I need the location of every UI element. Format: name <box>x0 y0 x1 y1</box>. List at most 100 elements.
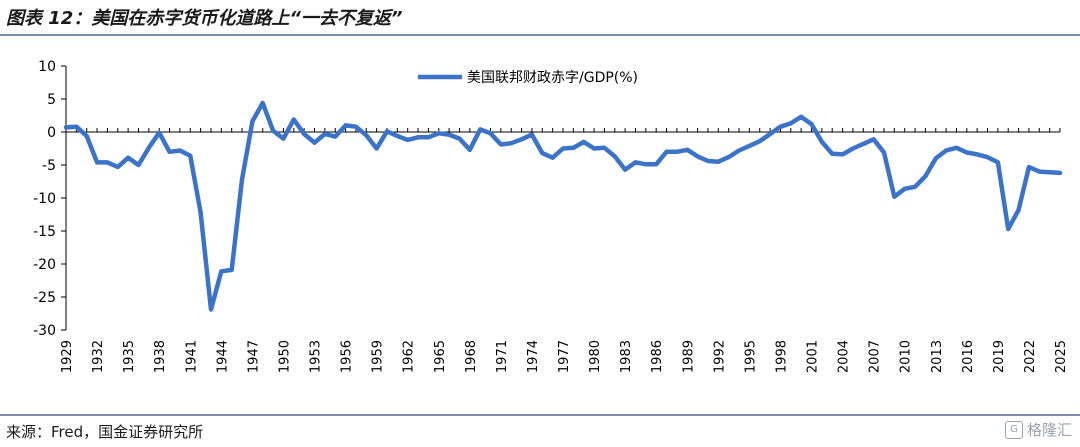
data-point <box>841 152 845 156</box>
data-point <box>116 165 120 169</box>
data-point <box>758 139 762 143</box>
data-point <box>271 129 275 133</box>
y-tick-label: 0 <box>47 125 56 141</box>
data-point <box>1017 208 1021 212</box>
data-point <box>727 155 731 159</box>
data-point <box>385 129 389 133</box>
y-tick-label: -10 <box>33 191 56 207</box>
x-tick-label: 1941 <box>184 340 199 373</box>
x-tick-label: 2013 <box>930 340 945 373</box>
data-point <box>944 149 948 152</box>
data-point <box>747 144 751 148</box>
data-point <box>281 137 285 141</box>
x-tick-label: 1995 <box>743 340 758 373</box>
data-point <box>157 131 161 135</box>
data-point <box>923 174 927 178</box>
x-tick-label: 2025 <box>1054 340 1069 373</box>
data-point <box>592 147 596 150</box>
x-tick-label: 1935 <box>122 340 137 373</box>
x-tick-label: 2019 <box>992 340 1007 373</box>
data-point <box>778 125 782 129</box>
y-tick-label: -25 <box>33 290 56 306</box>
data-point <box>1006 227 1010 231</box>
title-divider <box>0 34 1080 36</box>
data-point <box>830 152 834 156</box>
gelonghui-logo-icon: G <box>1004 420 1023 439</box>
data-point <box>903 187 907 191</box>
data-point <box>323 132 327 136</box>
data-point <box>64 125 68 129</box>
watermark-text: 格隆汇 <box>1026 421 1072 439</box>
data-point <box>530 133 534 137</box>
x-tick-label: 1980 <box>588 340 603 373</box>
x-tick-label: 1974 <box>526 340 541 373</box>
x-tick-label: 1977 <box>557 340 572 373</box>
data-point <box>955 146 958 150</box>
data-point <box>934 156 938 160</box>
data-point <box>478 127 482 131</box>
data-point <box>1037 170 1041 174</box>
data-point <box>520 137 524 141</box>
x-tick-label: 1929 <box>60 340 75 373</box>
data-point <box>716 160 720 164</box>
legend-label: 美国联邦财政赤字/GDP(%) <box>467 70 638 86</box>
watermark: G 格隆汇 <box>1004 419 1072 440</box>
data-point <box>644 162 648 166</box>
data-point <box>602 146 606 150</box>
x-tick-label: 1932 <box>91 340 106 373</box>
x-tick-label: 2007 <box>868 340 883 373</box>
data-point <box>126 156 130 160</box>
data-point <box>1058 171 1062 175</box>
data-point <box>219 269 223 273</box>
data-point <box>861 142 865 146</box>
data-point <box>74 125 78 129</box>
x-tick-label: 1971 <box>495 340 510 373</box>
data-point <box>789 121 793 125</box>
x-tick-label: 1956 <box>340 340 355 373</box>
data-point <box>768 132 772 136</box>
data-point <box>892 195 896 199</box>
data-point <box>188 154 192 158</box>
data-point <box>634 160 637 164</box>
data-point <box>95 160 99 164</box>
data-point <box>965 151 969 154</box>
x-tick-label: 1953 <box>309 340 324 373</box>
footer-divider <box>0 414 1080 416</box>
data-point <box>426 135 430 139</box>
x-tick-label: 1962 <box>402 340 417 373</box>
x-tick-label: 1950 <box>277 340 292 373</box>
data-point <box>416 135 420 139</box>
data-point <box>613 154 617 158</box>
data-point <box>333 135 337 139</box>
x-tick-label: 1947 <box>246 340 261 373</box>
data-point <box>571 146 575 150</box>
data-point <box>230 268 234 272</box>
x-tick-label: 1998 <box>774 340 789 373</box>
x-tick-label: 1992 <box>712 340 727 373</box>
x-tick-label: 1983 <box>619 340 634 373</box>
y-axis: 10 5 0 -5 -10 -15 -20 -25 -30 <box>33 59 67 339</box>
data-point <box>986 155 989 159</box>
data-point <box>996 160 1000 164</box>
x-tick-label: 2004 <box>837 340 852 373</box>
data-point <box>137 163 140 167</box>
data-point <box>168 150 171 154</box>
data-point <box>665 150 668 154</box>
data-point <box>261 101 265 105</box>
data-point <box>913 185 917 189</box>
data-point <box>178 149 182 152</box>
data-point <box>406 138 410 142</box>
x-tick-label: 2001 <box>806 340 821 373</box>
x-tick-label: 2010 <box>899 340 914 373</box>
data-point <box>209 308 213 311</box>
x-tick-label: 1989 <box>681 340 696 373</box>
data-point <box>799 115 803 119</box>
x-axis: 1929 1932 1935 1938 1941 1944 1947 1950 1953 1956… <box>60 128 1069 373</box>
data-point <box>1027 165 1031 169</box>
data-point <box>468 148 472 152</box>
data-point <box>623 168 627 172</box>
legend: 美国联邦财政赤字/GDP(%) <box>418 70 638 86</box>
data-point <box>395 134 399 138</box>
data-point <box>250 119 254 123</box>
y-tick-label: -15 <box>33 224 56 240</box>
